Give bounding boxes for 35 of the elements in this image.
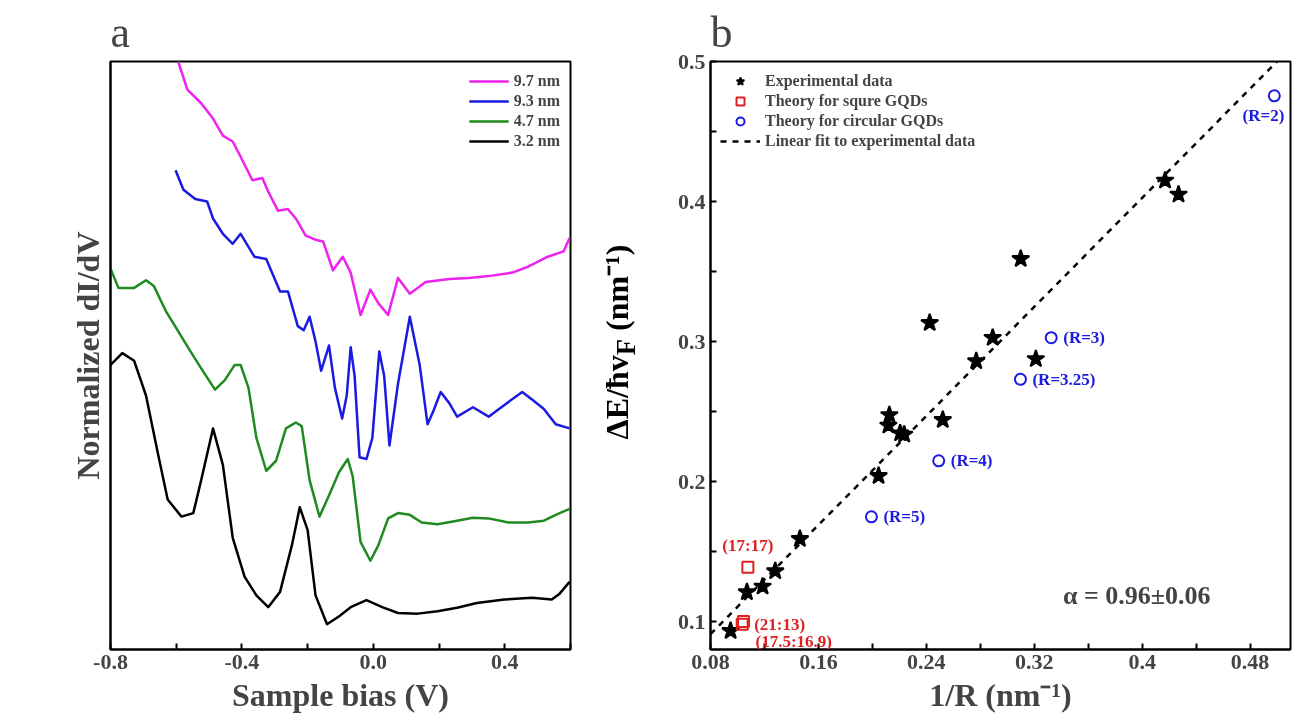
x-axis-title: Sample bias (V) [232,676,449,713]
annotation: (17:17) [722,535,774,555]
y-tick-label: 0.5 [678,48,706,74]
legend-label: 9.7 nm [513,72,560,90]
x-tick-label: -0.8 [93,648,128,674]
annotation: (R=3.25) [1032,369,1096,389]
y-axis-title: Normalized dI/dV [69,231,106,480]
x-tick-label: 0.48 [1230,648,1270,674]
legend-label: Linear fit to experimental data [765,132,976,150]
legend-label: Experimental data [765,72,893,90]
y-tick-label: 0.3 [678,328,706,354]
legend-label: 9.3 nm [513,92,560,110]
x-tick-label: 0.32 [1014,648,1054,674]
annotation: (R=2) [1242,106,1285,126]
y-tick-label: 0.1 [678,608,706,634]
x-tick-label: -0.4 [224,648,260,674]
y-tick-label: 0.2 [678,468,706,494]
x-tick-label: 0.24 [907,648,946,674]
x-axis-title: 1/R (nm⁻¹) [929,676,1072,713]
y-tick-label: 0.4 [678,188,706,214]
annotation: α = 0.96±0.06 [1062,580,1211,610]
chart-title: b [710,7,733,57]
legend-label: 4.7 nm [513,112,560,130]
chart-title: a [110,7,131,57]
legend-label: 3.2 nm [513,132,560,150]
legend-label: Theory for circular GQDs [765,112,944,130]
annotation: (R=5) [883,507,926,527]
annotation: (21:13) [754,614,806,634]
annotation: (R=4) [950,451,993,471]
annotation: (R=3) [1063,328,1106,348]
x-tick-label: 0.08 [691,648,730,674]
legend-label: Theory for squre GQDs [765,92,928,110]
x-tick-label: 0.0 [359,648,388,674]
x-tick-label: 0.4 [491,648,519,674]
x-tick-label: 0.4 [1128,648,1156,674]
